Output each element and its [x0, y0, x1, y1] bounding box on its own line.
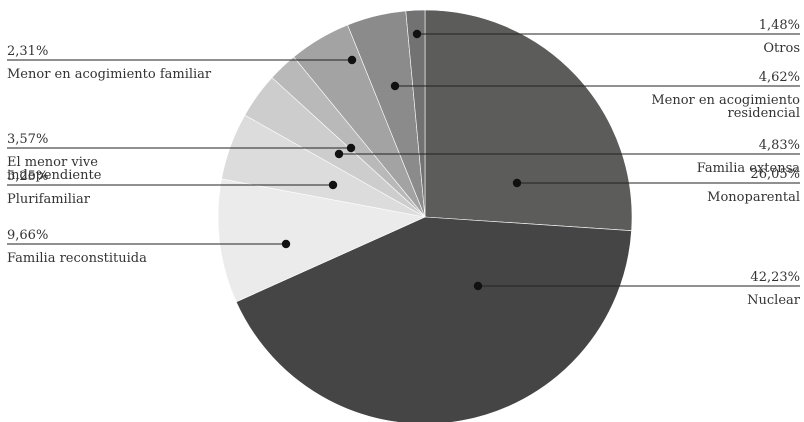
category-label-monoparental: Monoparental	[707, 190, 800, 205]
value-label-plurifamiliar: 5,25%	[7, 169, 48, 184]
slice-nuclear	[235, 216, 632, 422]
value-label-otros: 1,48%	[759, 18, 800, 33]
leader-dot-plurifamiliar	[328, 180, 338, 190]
value-label-el-menor-vive-independiente: 3,57%	[7, 132, 48, 147]
category-label-familia-reconstituida: Familia reconstituida	[7, 251, 147, 266]
category-label-menor-en-acogimiento-familiar: Menor en acogimiento familiar	[7, 67, 212, 82]
leader-dot-menor-en-acogimiento-residencial	[390, 81, 400, 91]
value-label-monoparental: 26,05%	[750, 167, 800, 182]
value-label-familia-extensa: 4,83%	[759, 138, 800, 153]
category-label-otros: Otros	[763, 41, 800, 56]
value-label-nuclear: 42,23%	[750, 270, 800, 285]
leader-dot-otros	[412, 29, 422, 39]
leader-dot-familia-extensa	[334, 149, 344, 159]
leader-dot-familia-reconstituida	[281, 239, 291, 249]
category-label-familia-extensa: Familia extensa	[697, 161, 801, 176]
leader-dot-el-menor-vive-independiente	[346, 143, 356, 153]
slice-otros	[405, 9, 426, 218]
category-label-nuclear: Nuclear	[747, 293, 801, 308]
value-label-menor-en-acogimiento-familiar: 2,31%	[7, 44, 48, 59]
category-label-el-menor-vive-independiente: El menor vive independiente	[7, 155, 102, 183]
category-label-menor-en-acogimiento-residencial: Menor en acogimiento residencial	[651, 93, 800, 121]
leader-dot-monoparental	[512, 178, 522, 188]
category-label-plurifamiliar: Plurifamiliar	[7, 192, 91, 207]
value-label-menor-en-acogimiento-residencial: 4,62%	[759, 70, 800, 85]
slice-monoparental	[424, 9, 633, 231]
leader-dot-menor-en-acogimiento-familiar	[347, 55, 357, 65]
leader-dot-nuclear	[473, 281, 483, 291]
value-label-familia-reconstituida: 9,66%	[7, 228, 48, 243]
